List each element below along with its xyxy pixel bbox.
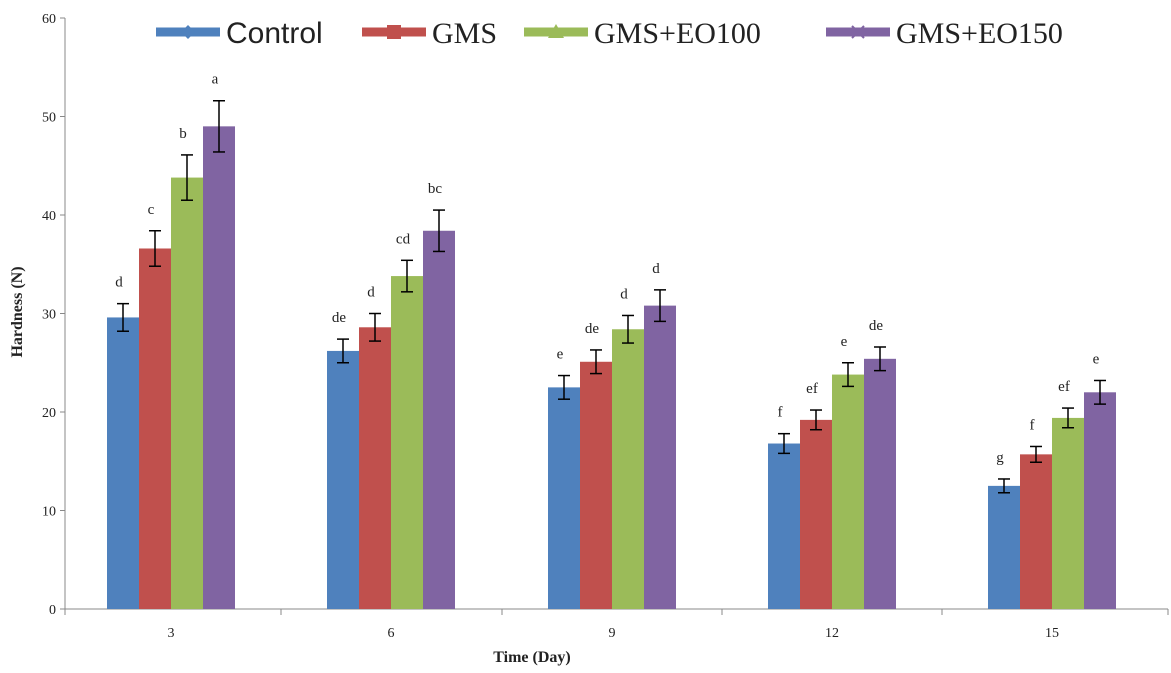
significance-label: f [1030,417,1035,433]
legend-marker-square [387,25,401,39]
x-tick-label: 6 [388,626,395,641]
y-tick-label: 50 [42,111,56,126]
significance-label: c [148,202,155,218]
bar [203,126,235,609]
significance-label: de [869,318,884,334]
significance-label: ef [806,381,818,397]
legend-label: GMS [432,17,497,50]
legend-label: Control [226,17,323,50]
significance-label: f [778,405,783,421]
bar [988,485,1020,609]
bar [580,361,612,609]
bar [107,317,139,609]
legend-marker-triangle [548,24,564,38]
bar [139,248,171,610]
significance-label: cd [396,231,411,247]
x-tick-label: 12 [825,626,839,641]
significance-label: g [996,450,1004,466]
significance-label: b [179,126,187,142]
bar [327,350,359,609]
significance-label: d [115,275,123,291]
error-bars [117,99,1106,494]
significance-label: d [620,286,628,302]
bar [644,305,676,609]
bar [423,230,455,609]
significance-label: e [1093,351,1100,367]
significance-label: a [212,72,219,88]
bar [391,276,423,609]
significance-label: bc [428,181,443,197]
y-tick-label: 40 [42,209,56,224]
bar [800,419,832,609]
axes: 0 10 20 30 40 50 60 3 6 9 12 15 [42,12,1169,641]
x-tick-label: 9 [609,626,616,641]
bar [612,329,644,609]
significance-label: d [367,285,375,301]
y-tick-label: 20 [42,406,56,421]
bar [832,374,864,609]
legend: Control GMS GMS+EO100 GMS+EO150 [156,17,1063,50]
legend-label: GMS+EO150 [896,17,1063,50]
significance-label: d [652,261,660,277]
bar [548,387,580,609]
y-tick-label: 10 [42,505,56,520]
x-tick-label: 3 [168,626,175,641]
significance-label: de [332,310,347,326]
legend-marker-diamond [181,25,195,39]
y-axis-title: Hardness (N) [9,266,26,357]
significance-label: ef [1058,379,1070,395]
significance-label: e [557,347,564,363]
bar [171,177,203,609]
bar [1084,392,1116,609]
y-tick-label: 0 [49,603,56,618]
x-tick-label: 15 [1045,626,1059,641]
bar [864,358,896,609]
y-tick-label: 60 [42,12,56,27]
legend-label: GMS+EO100 [594,17,761,50]
bar [1052,417,1084,609]
bar [359,327,391,609]
x-axis-title: Time (Day) [493,649,570,666]
legend-marker-x [851,25,865,39]
bars [107,126,1116,610]
bar [768,443,800,609]
significance-label: e [841,334,848,350]
significance-label: de [585,321,600,337]
y-tick-label: 30 [42,308,56,323]
bar [1020,454,1052,609]
